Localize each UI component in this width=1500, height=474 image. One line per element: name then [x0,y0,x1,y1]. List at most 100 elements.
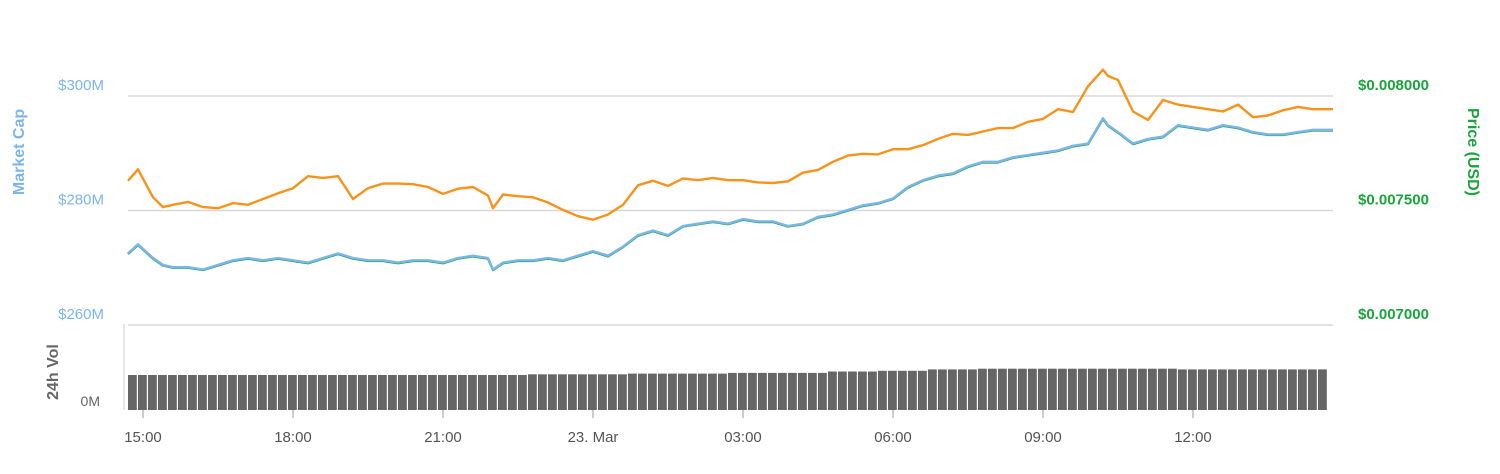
volume-bar [598,374,607,410]
volume-bar [1278,369,1287,410]
grid-layer [123,95,1333,410]
volume-bar [388,375,397,410]
volume-bar [618,374,627,410]
volume-bar [988,368,997,410]
series-layer [127,68,1333,272]
volume-bar [678,373,687,410]
volume-bar [288,375,297,410]
volume-bar [308,375,317,410]
volume-bar [1008,368,1017,410]
right-axis-title: Price (USD) [1464,108,1481,196]
volume-bar [508,375,517,410]
volume-bar [148,375,157,410]
volume-bar [438,375,447,410]
volume-bar [1068,368,1077,410]
volume-bar [1198,369,1207,410]
volume-bar [978,368,987,410]
volume-bar [1238,369,1247,410]
volume-bar [458,375,467,410]
left-axis-title: Market Cap [11,109,28,195]
volume-bar [1138,368,1147,410]
series-line-price [127,117,1333,272]
left-tick-label: $260M [58,306,104,323]
volume-bar [808,372,817,410]
volume-bar [528,374,537,410]
volume-bar [798,372,807,410]
volume-bar [188,375,197,410]
volume-bar [938,369,947,410]
axis-layer: Market Cap Price (USD) 24h Vol 0M $300M $… [11,77,1481,446]
volume-bar [398,375,407,410]
volume-bar [338,375,347,410]
volume-bar [1298,369,1307,410]
volume-bar [868,371,877,410]
volume-bar [268,375,277,410]
volume-bar [408,375,417,410]
volume-bar [168,375,177,410]
volume-bar [1258,369,1267,410]
volume-bar [1308,369,1317,410]
volume-bar [768,372,777,410]
right-tick-label: $0.008000 [1358,77,1429,94]
volume-bar [658,373,667,410]
volume-bar [428,375,437,410]
series-line-market_cap [127,117,1333,271]
volume-bar [348,375,357,410]
volume-bar [218,375,227,410]
volume-bar [668,373,677,410]
volume-bar [1168,368,1177,410]
volume-bar [728,372,737,410]
volume-bar [828,371,837,410]
volume-bar [968,369,977,410]
volume-bar [1128,368,1137,410]
volume-bar [998,368,1007,410]
volume-bar [208,375,217,410]
volume-bar [1028,368,1037,410]
volume-bar [628,373,637,410]
volume-bar [448,375,457,410]
volume-bar [568,374,577,410]
volume-bar [358,375,367,410]
volume-bar [898,370,907,410]
volume-bar [518,375,527,410]
volume-bar [478,375,487,410]
volume-bar [1228,369,1237,410]
volume-bar [888,370,897,410]
x-tick-label: 21:00 [424,429,462,446]
x-tick-label: 23. Mar [568,429,619,446]
volume-bar [608,374,617,410]
volume-bar [788,372,797,410]
volume-bar [818,372,827,410]
volume-bar [158,375,167,410]
volume-tick-label: 0M [81,393,100,409]
right-tick-label: $0.007500 [1358,192,1429,209]
volume-bar [138,375,147,410]
volume-bar [878,370,887,410]
volume-bar [638,373,647,410]
volume-bar [128,375,137,410]
volume-bar [498,375,507,410]
volume-bar [1268,369,1277,410]
volume-bar [1318,369,1327,410]
volume-bar [368,375,377,410]
volume-bar [1038,368,1047,410]
volume-bar [838,371,847,410]
volume-bar [1158,368,1167,410]
volume-bar [558,374,567,410]
volume-bar [738,372,747,410]
volume-bar [1018,368,1027,410]
volume-bar [418,375,427,410]
x-tick-label: 03:00 [724,429,762,446]
x-tick-label: 15:00 [124,429,162,446]
volume-bar [918,370,927,410]
volume-bar [1208,369,1217,410]
right-tick-label: $0.007000 [1358,306,1429,323]
x-tick-label: 06:00 [874,429,912,446]
volume-bar [298,375,307,410]
volume-bar [1288,369,1297,410]
volume-bar [948,369,957,410]
volume-bar [848,371,857,410]
x-tick-label: 18:00 [274,429,312,446]
